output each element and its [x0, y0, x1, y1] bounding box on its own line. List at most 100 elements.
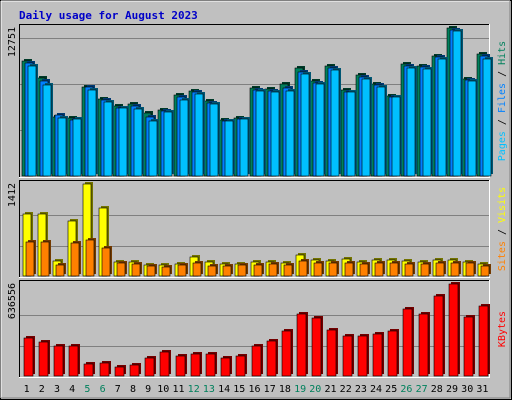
- bar: [179, 99, 189, 177]
- x-tick-label: 29: [446, 384, 458, 395]
- x-tick-label: 31: [476, 384, 488, 395]
- x-tick-label: 14: [218, 384, 230, 395]
- bar: [38, 341, 49, 377]
- bar: [285, 90, 295, 177]
- x-tick-label: 3: [54, 384, 60, 395]
- x-tick-label: 4: [69, 384, 75, 395]
- x-axis: 1 2 3 4 5 6 7 8 9 10 11 12 13 14 15 16 17 18 19 20 21 22 23 24 2…: [24, 384, 489, 395]
- bar: [313, 262, 323, 277]
- x-tick-label: 6: [100, 384, 106, 395]
- bar: [448, 283, 459, 377]
- bar: [376, 86, 386, 177]
- bar: [83, 363, 94, 377]
- bar: [253, 264, 263, 277]
- x-tick-label: 5: [84, 384, 90, 395]
- bar: [391, 96, 401, 177]
- bar: [450, 262, 460, 277]
- bar: [101, 247, 111, 277]
- x-tick-label: 23: [355, 384, 367, 395]
- bar: [161, 266, 171, 277]
- bar: [222, 265, 232, 277]
- bar: [330, 69, 340, 177]
- bar: [328, 262, 338, 277]
- bar: [283, 264, 293, 277]
- x-tick-label: 11: [172, 384, 184, 395]
- bar: [99, 362, 110, 377]
- bar: [175, 355, 186, 377]
- x-tick-label: 20: [309, 384, 321, 395]
- bar: [422, 68, 432, 177]
- series-legend: Pages / Files / Hits: [497, 41, 508, 161]
- panel-1: 12751 Pages / Files / Hits: [7, 24, 508, 178]
- bar: [281, 330, 292, 377]
- bar: [144, 357, 155, 377]
- legend-separator: /: [497, 65, 508, 83]
- bar: [418, 313, 429, 377]
- bar: [357, 335, 368, 377]
- legend-separator: /: [497, 113, 508, 131]
- x-tick-label: 2: [39, 384, 45, 395]
- bar: [57, 117, 67, 177]
- panel-2: 1412 Sites / Visits: [7, 180, 508, 278]
- bar: [387, 330, 398, 377]
- y-max-label: 12751: [7, 27, 18, 57]
- x-tick-label: 21: [324, 384, 336, 395]
- bar: [129, 364, 140, 377]
- bar: [209, 103, 219, 177]
- bar: [146, 265, 156, 277]
- x-tick-label: 28: [431, 384, 443, 395]
- bar: [406, 67, 416, 177]
- x-tick-label: 22: [340, 384, 352, 395]
- bar: [23, 337, 34, 377]
- bar: [342, 335, 353, 377]
- bar: [70, 242, 80, 277]
- bar: [220, 357, 231, 377]
- bar: [114, 366, 125, 377]
- x-tick-label: 25: [385, 384, 397, 395]
- bar: [87, 89, 97, 177]
- bar: [389, 262, 399, 277]
- bar: [296, 313, 307, 377]
- x-tick-label: 18: [279, 384, 291, 395]
- bar: [192, 262, 202, 277]
- bar: [402, 308, 413, 377]
- bar: [72, 118, 82, 177]
- y-max-label: 636556: [7, 283, 18, 319]
- bar: [465, 262, 475, 277]
- legend-entry: Sites: [497, 241, 508, 271]
- x-tick-label: 8: [130, 384, 136, 395]
- bar: [478, 305, 489, 377]
- bar: [359, 263, 369, 277]
- bar: [361, 78, 371, 177]
- bar: [40, 241, 50, 277]
- series-legend: Sites / Visits: [497, 187, 508, 271]
- panel-3: 636556 KBytes: [7, 280, 508, 378]
- bar: [133, 108, 143, 177]
- bar: [251, 345, 262, 377]
- bar: [482, 58, 492, 177]
- legend-entry: Hits: [497, 41, 508, 65]
- bar: [103, 101, 113, 177]
- bar: [42, 84, 52, 177]
- panels-layer: 12751 Pages / Files / Hits 1412 Sites / Vis…: [7, 24, 508, 378]
- x-tick-label: 17: [264, 384, 276, 395]
- x-tick-label: 10: [157, 384, 169, 395]
- chart-title: Daily usage for August 2023: [19, 9, 198, 22]
- bar: [239, 118, 249, 177]
- legend-entry: Visits: [497, 187, 508, 223]
- legend-entry: Pages: [497, 131, 508, 161]
- bar: [266, 340, 277, 377]
- bar: [159, 351, 170, 377]
- x-tick-label: 15: [233, 384, 245, 395]
- bar: [118, 107, 128, 177]
- bar: [148, 120, 158, 177]
- x-tick-label: 13: [203, 384, 215, 395]
- bar: [205, 353, 216, 377]
- x-tick-label: 12: [188, 384, 200, 395]
- bar: [480, 265, 490, 277]
- bar: [315, 83, 325, 177]
- bar: [237, 264, 247, 277]
- bar: [452, 30, 462, 177]
- bar: [311, 317, 322, 377]
